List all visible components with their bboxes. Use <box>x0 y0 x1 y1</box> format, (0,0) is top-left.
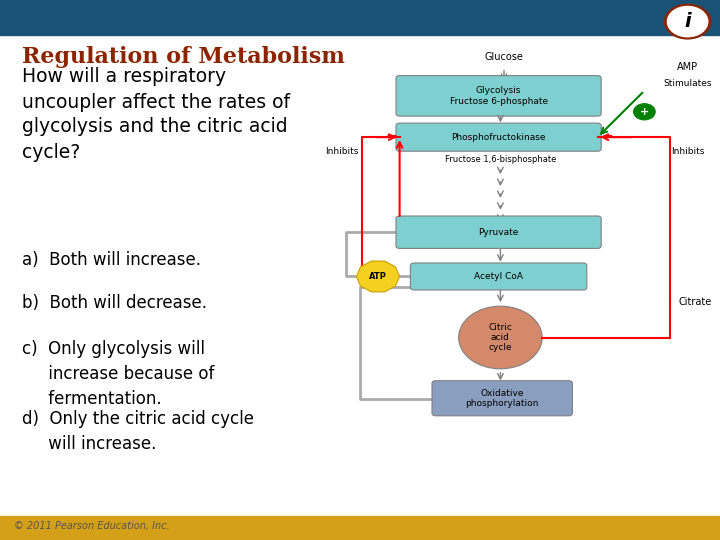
Text: Glycolysis
Fructose 6-phosphate: Glycolysis Fructose 6-phosphate <box>449 86 548 105</box>
Text: b)  Both will decrease.: b) Both will decrease. <box>22 294 207 312</box>
Text: Inhibits: Inhibits <box>325 147 359 156</box>
Text: ATP: ATP <box>369 272 387 281</box>
Text: c)  Only glycolysis will
     increase because of
     fermentation.: c) Only glycolysis will increase because… <box>22 340 214 408</box>
FancyBboxPatch shape <box>432 381 572 416</box>
Text: Regulation of Metabolism: Regulation of Metabolism <box>22 46 344 68</box>
Text: +: + <box>640 107 649 117</box>
Text: Inhibits: Inhibits <box>671 147 704 156</box>
Text: How will a respiratory
uncoupler affect the rates of
glycolysis and the citric a: How will a respiratory uncoupler affect … <box>22 68 289 161</box>
Bar <box>0 516 720 540</box>
Text: Glucose: Glucose <box>485 52 523 62</box>
Text: −: − <box>385 129 397 143</box>
Text: Stimulates: Stimulates <box>663 79 712 88</box>
Text: d)  Only the citric acid cycle
     will increase.: d) Only the citric acid cycle will incre… <box>22 410 253 454</box>
FancyBboxPatch shape <box>396 216 601 248</box>
Circle shape <box>459 306 542 369</box>
Text: i: i <box>684 12 691 31</box>
Circle shape <box>634 104 655 120</box>
Text: Acetyl CoA: Acetyl CoA <box>474 272 523 281</box>
Text: © 2011 Pearson Education, Inc.: © 2011 Pearson Education, Inc. <box>14 522 170 531</box>
Circle shape <box>665 4 711 39</box>
Text: −: − <box>601 129 613 143</box>
Text: Pyruvate: Pyruvate <box>478 228 519 237</box>
Text: Fructose 1,6-bisphosphate: Fructose 1,6-bisphosphate <box>445 155 556 164</box>
Text: a)  Both will increase.: a) Both will increase. <box>22 251 201 269</box>
Text: Phosphofructokinase: Phosphofructokinase <box>451 133 546 141</box>
Text: Citrate: Citrate <box>678 298 711 307</box>
FancyBboxPatch shape <box>396 123 601 151</box>
Circle shape <box>667 6 708 37</box>
Text: Oxidative
phosphorylation: Oxidative phosphorylation <box>466 389 539 408</box>
FancyBboxPatch shape <box>396 76 601 116</box>
Bar <box>0 0 720 35</box>
FancyBboxPatch shape <box>410 263 587 290</box>
Text: Citric
acid
cycle: Citric acid cycle <box>488 322 513 353</box>
Text: AMP: AMP <box>677 63 698 72</box>
